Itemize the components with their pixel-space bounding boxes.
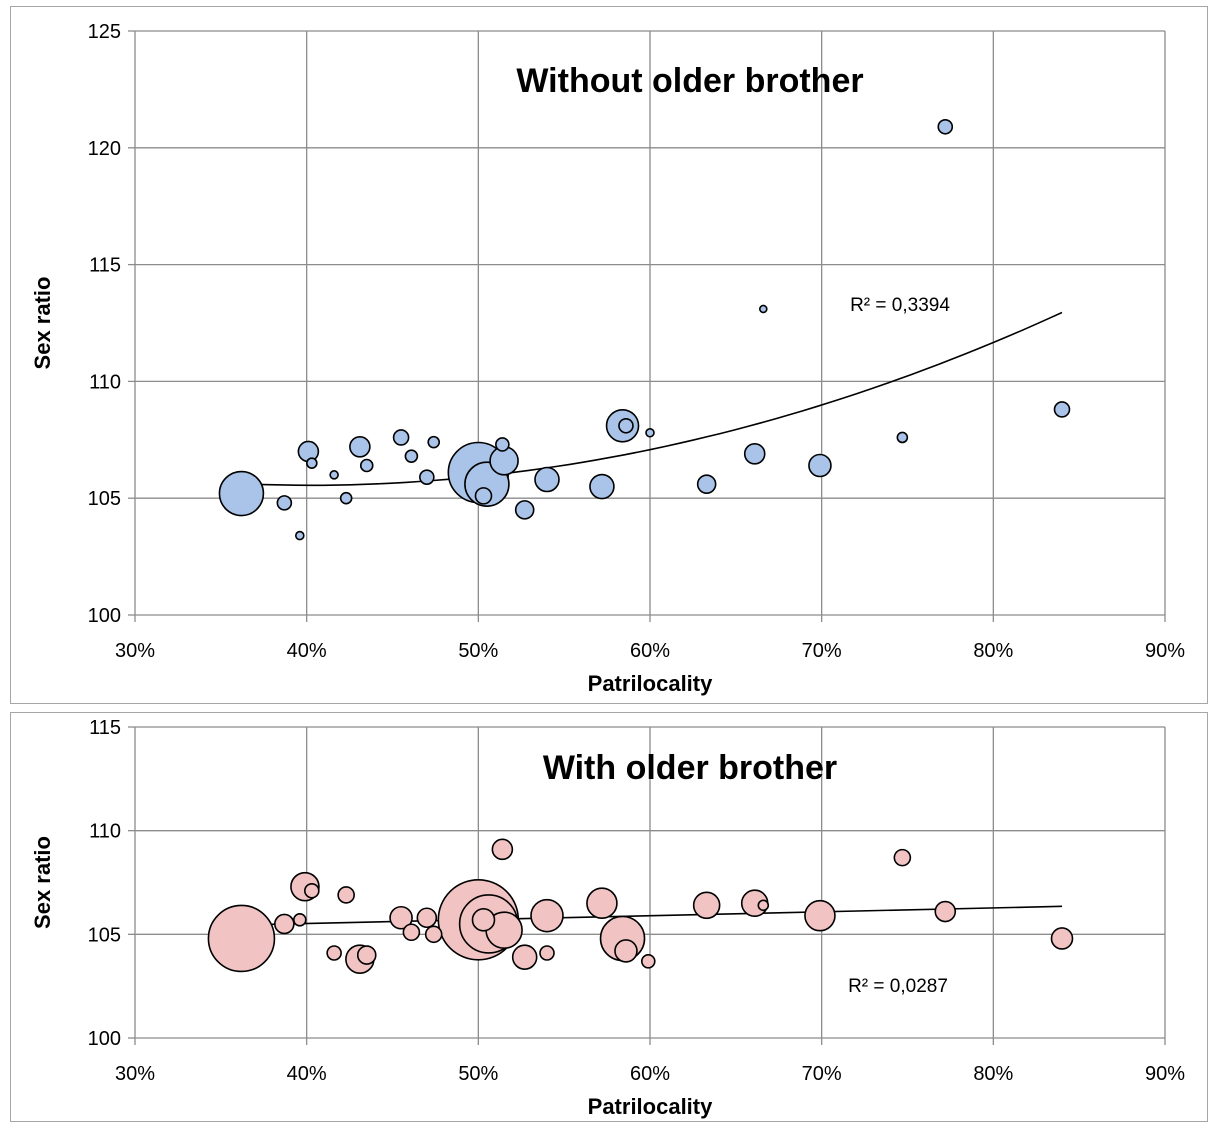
y-tick-label: 100	[88, 1028, 121, 1050]
data-bubble	[276, 495, 293, 511]
data-bubble	[511, 944, 538, 970]
data-bubble	[424, 925, 443, 944]
data-bubble	[491, 838, 514, 861]
y-tick-label: 115	[89, 255, 121, 277]
data-bubble	[934, 900, 957, 923]
chart-panel-without-older-brother	[10, 6, 1208, 704]
x-tick-label: 70%	[802, 1063, 842, 1085]
data-bubble	[304, 882, 320, 899]
data-bubble	[274, 913, 295, 935]
y-tick-label: 110	[89, 821, 121, 843]
data-bubble	[1053, 401, 1071, 418]
data-bubble	[416, 907, 438, 929]
x-tick-label: 80%	[973, 640, 1013, 662]
x-tick-label: 30%	[115, 640, 155, 662]
x-tick-label: 90%	[1145, 640, 1185, 662]
data-bubble	[329, 470, 339, 480]
x-tick-label: 40%	[287, 1063, 327, 1085]
data-bubble	[306, 457, 318, 469]
y-tick-label: 105	[88, 924, 121, 946]
data-bubble	[696, 474, 717, 494]
chart-title: With older brother	[543, 749, 837, 787]
data-bubble	[297, 440, 320, 463]
trendline	[241, 905, 1063, 926]
r-squared-label: R² = 0,0287	[848, 976, 948, 997]
x-tick-label: 50%	[458, 640, 498, 662]
x-tick-label: 30%	[115, 1063, 155, 1085]
data-bubble	[618, 417, 634, 434]
y-tick-label: 115	[89, 717, 121, 739]
data-bubble	[614, 939, 638, 963]
data-bubble	[349, 436, 371, 458]
x-tick-label: 60%	[630, 640, 670, 662]
data-bubble	[392, 429, 410, 446]
data-bubble	[419, 469, 435, 485]
data-bubble	[692, 891, 721, 920]
x-axis-title: Patrilocality	[588, 1094, 713, 1119]
x-axis-title: Patrilocality	[588, 671, 713, 696]
data-bubble	[743, 443, 766, 465]
data-bubble	[804, 899, 836, 932]
r-squared-label: R² = 0,3394	[850, 295, 950, 316]
data-bubble	[389, 905, 413, 930]
data-bubble	[359, 458, 374, 473]
data-bubble	[640, 953, 656, 969]
data-bubble	[757, 899, 770, 912]
y-tick-label: 110	[89, 371, 121, 393]
data-bubble	[326, 945, 342, 961]
data-bubble	[530, 898, 564, 933]
data-bubble	[404, 449, 419, 463]
chart-2: 30% 40% 50% 60% 70% 80% 90% 100 105 110 115 With ol…	[30, 717, 1185, 1119]
data-bubble	[356, 945, 377, 965]
data-bubble	[207, 904, 276, 973]
y-axis-title: Sex ratio	[30, 277, 55, 370]
data-bubble	[292, 913, 307, 927]
trendline	[241, 311, 1063, 487]
data-bubble	[589, 473, 615, 500]
y-tick-label: 125	[88, 21, 121, 43]
data-bubble	[808, 453, 832, 478]
data-bubble	[893, 848, 912, 867]
y-tick-label: 120	[88, 138, 121, 160]
y-axis-title: Sex ratio	[30, 836, 55, 929]
x-tick-label: 40%	[287, 640, 327, 662]
chart-title: Without older brother	[516, 62, 863, 100]
data-bubble	[294, 530, 305, 541]
chart-1: 30% 40% 50% 60% 70% 80% 90% 100 105 110 115 120 125 W…	[30, 21, 1185, 696]
data-bubble	[758, 304, 768, 314]
data-bubble	[402, 923, 421, 942]
data-bubble	[539, 945, 555, 961]
x-tick-label: 50%	[458, 1063, 498, 1085]
x-tick-label: 60%	[630, 1063, 670, 1085]
data-bubble	[337, 886, 355, 904]
data-bubble	[937, 118, 954, 135]
data-bubble	[471, 908, 496, 932]
data-bubble	[495, 437, 510, 452]
data-bubble	[586, 887, 618, 920]
data-bubble	[427, 435, 441, 449]
data-bubble	[896, 431, 909, 444]
data-bubble	[514, 500, 535, 520]
data-bubble	[474, 487, 493, 505]
y-tick-label: 100	[88, 605, 121, 627]
y-tick-label: 105	[88, 488, 121, 510]
x-tick-label: 70%	[802, 640, 842, 662]
data-bubble	[1050, 927, 1074, 950]
x-tick-label: 90%	[1145, 1063, 1185, 1085]
x-tick-label: 80%	[973, 1063, 1013, 1085]
data-bubble	[645, 427, 655, 438]
data-bubble	[339, 491, 353, 505]
data-bubble	[218, 470, 265, 517]
data-bubble	[534, 466, 560, 493]
